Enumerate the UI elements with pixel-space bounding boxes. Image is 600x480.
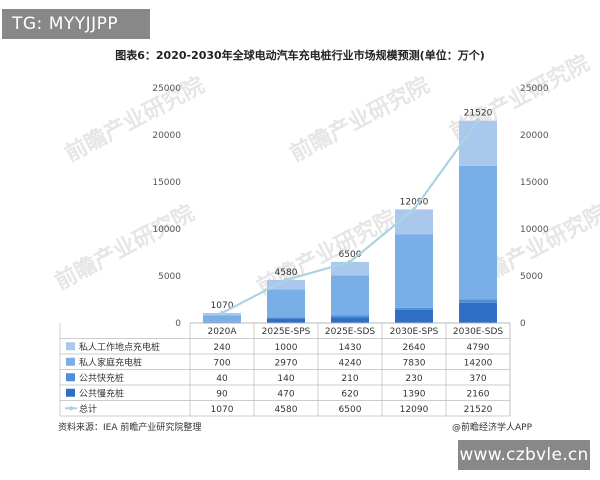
- table-cell: 620: [341, 389, 358, 399]
- credit-note: @前瞻经济学人APP: [451, 423, 532, 433]
- table-cell: 2160: [467, 389, 490, 399]
- y-right-tick-label: 0: [520, 319, 526, 329]
- table-cell: 1070: [211, 405, 234, 415]
- table-cell: 7830: [403, 358, 426, 368]
- table-cell: 14200: [464, 358, 493, 368]
- bar-segment: [459, 299, 497, 303]
- bar-segment: [331, 317, 369, 323]
- table-cell: 1430: [339, 343, 362, 353]
- y-left-tick-label: 15000: [152, 178, 181, 188]
- bar-segment: [395, 309, 433, 323]
- source-note: 资料来源：IEA 前瞻产业研究院整理: [58, 423, 202, 433]
- table-cell: 210: [341, 374, 358, 384]
- table-cell: 4240: [339, 358, 362, 368]
- total-point: [411, 207, 417, 212]
- legend-label: 私人家庭充电桩: [79, 356, 142, 368]
- bar-segment: [459, 302, 497, 323]
- total-point: [347, 259, 353, 265]
- data-label: 4580: [275, 268, 298, 278]
- legend-swatch: [66, 342, 75, 351]
- table-cell: 1000: [275, 343, 298, 353]
- legend-swatch: [66, 373, 75, 382]
- watermark-top-left: TG: MYYJJPP: [2, 9, 150, 39]
- data-label: 6500: [339, 250, 362, 260]
- table-cell: 470: [277, 389, 294, 399]
- table-cell: 240: [213, 343, 230, 353]
- table-cell: 700: [213, 358, 230, 368]
- bar-segment: [459, 120, 497, 166]
- table-cell: 4580: [275, 405, 298, 415]
- table-cell: 2640: [403, 343, 426, 353]
- legend-label: 私人工作地点充电桩: [79, 341, 160, 353]
- bar-segment: [267, 279, 305, 290]
- table-cell: 140: [277, 374, 294, 384]
- x-tick-label: 2020A: [207, 327, 237, 337]
- table-cell: 6500: [339, 405, 362, 415]
- total-point: [283, 277, 289, 283]
- x-tick-label: 2030E-SDS: [453, 327, 503, 337]
- bar-segment: [459, 165, 497, 300]
- data-label: 21520: [464, 109, 493, 119]
- legend-label: 总计: [79, 403, 97, 415]
- y-left-tick-label: 5000: [158, 272, 181, 282]
- table-cell: 90: [216, 389, 228, 399]
- table-cell: 4790: [467, 343, 490, 353]
- x-tick-label: 2025E-SDS: [325, 327, 375, 337]
- legend-swatch: [66, 357, 75, 366]
- bar-segment: [267, 289, 305, 318]
- bar-segment: [267, 318, 305, 323]
- bar-segment: [331, 315, 369, 318]
- bar-segment: [203, 322, 241, 323]
- y-right-tick-label: 5000: [520, 272, 543, 282]
- table-cell: 370: [469, 374, 486, 384]
- y-left-tick-label: 25000: [152, 84, 181, 94]
- watermark-logo: 前瞻产业研究院: [61, 72, 209, 167]
- watermark-bottom-right: www.czbvle.cn: [458, 440, 590, 470]
- y-right-tick-label: 15000: [520, 178, 549, 188]
- x-tick-label: 2030E-SPS: [390, 327, 439, 337]
- bar-segment: [395, 234, 433, 308]
- legend-swatch: [66, 388, 75, 397]
- y-right-tick-label: 25000: [520, 84, 549, 94]
- table-cell: 40: [216, 374, 228, 384]
- table-cell: 230: [405, 374, 422, 384]
- x-tick-label: 2025E-SPS: [262, 327, 311, 337]
- legend-label: 公共慢充桩: [79, 387, 124, 399]
- data-label: 1070: [211, 301, 234, 311]
- bar-segment: [203, 315, 241, 322]
- y-right-tick-label: 10000: [520, 225, 549, 235]
- data-label: 12090: [400, 197, 429, 207]
- legend-label: 公共快充桩: [79, 372, 124, 384]
- bar-segment: [395, 209, 433, 235]
- table-cell: 12090: [400, 405, 429, 415]
- table-cell: 21520: [464, 405, 493, 415]
- watermark-logo: 前瞻产业研究院: [286, 72, 434, 167]
- legend-swatch-point: [69, 406, 73, 411]
- table-cell: 1390: [403, 389, 426, 399]
- table-cell: 2970: [275, 358, 298, 368]
- bar-segment: [331, 275, 369, 316]
- y-right-tick-label: 20000: [520, 131, 549, 141]
- y-left-tick-label: 0: [175, 319, 181, 329]
- total-point: [475, 118, 481, 123]
- y-left-tick-label: 10000: [152, 225, 181, 235]
- chart-title: 图表6：2020-2030年全球电动汽车充电桩行业市场规模预测(单位：万个): [115, 49, 485, 62]
- y-left-tick-label: 20000: [152, 131, 181, 141]
- bar-segment: [395, 307, 433, 310]
- bar-segment: [267, 317, 305, 319]
- total-point: [219, 310, 225, 316]
